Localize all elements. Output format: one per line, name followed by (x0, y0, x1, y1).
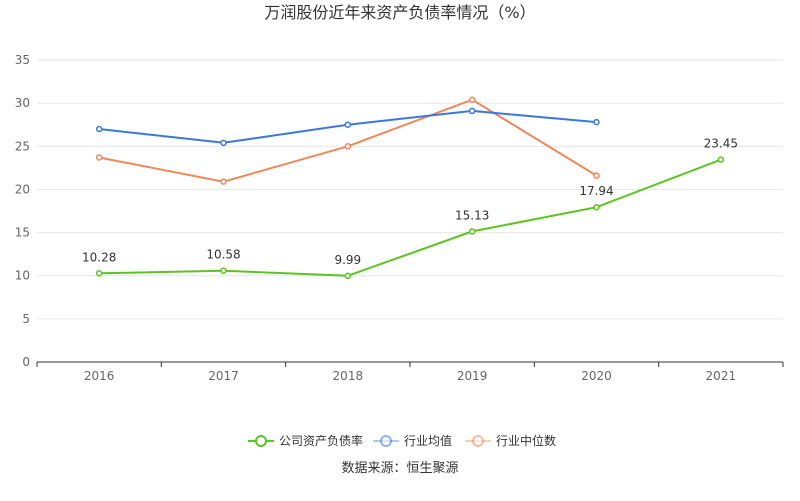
data-point[interactable] (593, 203, 600, 211)
data-point[interactable] (344, 143, 352, 150)
x-tick-label: 2021 (706, 369, 737, 383)
data-point[interactable] (344, 121, 352, 128)
x-tick-label: 2020 (581, 369, 612, 383)
x-axis: 2016 2017 2018 2019 2020 2021 (36, 361, 784, 383)
y-tick-label: 10 (15, 269, 30, 283)
data-source: 数据来源：恒生聚源 (341, 461, 458, 476)
grid (37, 59, 783, 320)
x-tick-label: 2016 (84, 369, 115, 383)
data-point[interactable] (344, 272, 352, 280)
data-point[interactable] (95, 154, 103, 161)
x-tick-label: 2017 (208, 369, 239, 383)
y-tick-label: 35 (15, 53, 30, 67)
data-point[interactable] (468, 228, 476, 235)
data-label: 17.94 (579, 184, 613, 198)
legend-label[interactable]: 行业中位数 (496, 433, 556, 448)
legend[interactable]: 公司资产负债率 行业均值 行业中位数 (248, 433, 556, 448)
data-label: 9.99 (334, 253, 361, 267)
data-point[interactable] (468, 96, 476, 103)
x-tick-label: 2019 (457, 369, 488, 383)
data-label: 10.58 (206, 248, 240, 262)
data-point[interactable] (593, 118, 600, 126)
data-label: 10.28 (82, 250, 116, 264)
y-axis: 0 5 10 15 20 25 30 35 (15, 53, 30, 369)
series-line-2 (99, 98, 598, 183)
series-line-0 (99, 158, 722, 277)
y-tick-label: 20 (15, 182, 30, 196)
data-point[interactable] (220, 178, 227, 185)
data-point[interactable] (95, 270, 103, 277)
data-point[interactable] (220, 139, 227, 147)
chart-title: 万润股份近年来资产负债率情况（%） (264, 3, 535, 22)
data-point[interactable] (220, 267, 227, 274)
legend-marker (380, 435, 392, 447)
data-label: 23.45 (704, 137, 738, 151)
plot-area: 10.28 10.58 9.99 15.13 17.94 23.45 (82, 96, 738, 280)
legend-marker (472, 435, 484, 447)
data-label: 15.13 (455, 208, 489, 222)
data-point[interactable] (717, 156, 725, 163)
y-tick-label: 25 (15, 139, 30, 153)
data-point[interactable] (593, 172, 600, 179)
y-tick-label: 0 (22, 355, 30, 369)
data-point[interactable] (95, 125, 103, 133)
legend-marker (255, 435, 267, 447)
y-tick-label: 15 (15, 226, 30, 240)
y-tick-label: 30 (15, 96, 30, 110)
x-tick-label: 2018 (333, 369, 364, 383)
y-tick-label: 5 (22, 312, 30, 326)
legend-label[interactable]: 公司资产负债率 (279, 433, 363, 448)
data-point[interactable] (468, 107, 476, 115)
legend-label[interactable]: 行业均值 (404, 433, 452, 448)
